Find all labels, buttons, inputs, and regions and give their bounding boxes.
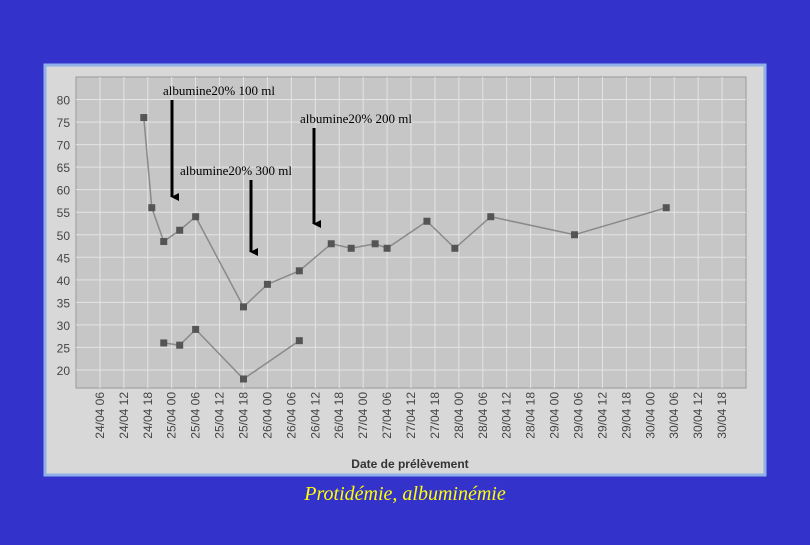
x-tick-label: 29/04 06 [572,392,586,439]
y-tick-label: 65 [57,161,71,175]
y-tick-label: 45 [57,251,71,265]
y-tick-label: 80 [57,94,71,108]
x-axis-label: Date de prélèvement [351,457,468,471]
x-tick-label: 27/04 18 [428,392,442,439]
x-tick-label: 25/04 12 [213,392,227,439]
y-tick-label: 50 [57,229,71,243]
point [295,267,303,275]
point [327,240,335,248]
x-tick-label: 28/04 06 [476,392,490,439]
x-tick-label: 30/04 06 [667,392,681,439]
y-tick-label: 20 [57,364,71,378]
point [487,213,495,221]
x-tick-label: 24/04 12 [117,392,131,439]
y-tick-label: 70 [57,139,71,153]
x-tick-label: 29/04 00 [548,392,562,439]
y-tick-label: 55 [57,206,71,220]
x-tick-label: 28/04 18 [524,392,538,439]
point [347,244,355,252]
y-tick-label: 25 [57,341,71,355]
y-tick-label: 60 [57,184,71,198]
x-tick-label: 26/04 12 [308,392,322,439]
x-tick-label: 26/04 18 [332,392,346,439]
x-tick-label: 27/04 12 [404,392,418,439]
point [160,238,168,246]
x-tick-label: 26/04 00 [260,392,274,439]
x-tick-label: 25/04 00 [165,392,179,439]
point [148,204,156,212]
x-tick-label: 24/04 06 [93,392,107,439]
y-tick-label: 35 [57,296,71,310]
x-tick-label: 25/04 18 [237,392,251,439]
point [263,280,271,288]
point [240,375,247,383]
point [371,240,379,248]
x-tick-label: 29/04 12 [595,392,609,439]
point [160,339,168,347]
x-tick-label: 30/04 00 [643,392,657,439]
point [662,204,670,212]
x-tick-label: 27/04 06 [380,392,394,439]
x-tick-label: 28/04 00 [452,392,466,439]
x-tick-label: 30/04 12 [691,392,705,439]
point [192,325,200,333]
x-tick-label: 25/04 06 [189,392,203,439]
x-tick-label: 30/04 18 [715,392,729,439]
point [176,226,184,234]
x-tick-label: 24/04 18 [141,392,155,439]
x-tick-label: 27/04 00 [356,392,370,439]
point [383,244,391,252]
annotation: albumine20% 100 ml [163,83,275,98]
point [571,231,579,239]
y-tick-label: 75 [57,116,71,130]
annotation: albumine20% 200 ml [300,111,412,126]
point [176,341,184,349]
point [451,244,459,252]
point [140,114,148,122]
point [295,337,303,345]
point [240,303,247,311]
annotation: albumine20% 300 ml [180,163,292,178]
caption: Protidémie, albuminémie [303,483,506,505]
x-tick-label: 26/04 06 [284,392,298,439]
y-tick-label: 30 [57,319,71,333]
point [423,217,431,225]
y-tick-label: 40 [57,274,71,288]
x-tick-label: 29/04 18 [619,392,633,439]
x-tick-label: 28/04 12 [500,392,514,439]
point [192,213,200,221]
